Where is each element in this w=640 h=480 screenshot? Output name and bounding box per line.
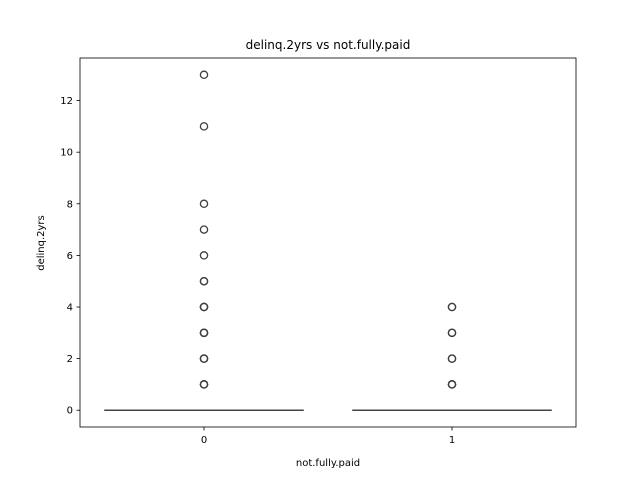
plot-frame	[79, 57, 577, 428]
y-tick-label: 2	[67, 354, 73, 365]
y-tick-label: 4	[67, 303, 73, 314]
outlier-point	[199, 276, 209, 286]
outlier-point	[447, 354, 457, 363]
outlier-point	[199, 251, 209, 260]
x-tick-label: 0	[201, 435, 207, 446]
y-axis-label: delinq.2yrs	[36, 215, 47, 271]
x-tick-label: 1	[449, 435, 455, 446]
outlier-point	[199, 380, 209, 389]
outlier-point	[447, 328, 457, 338]
y-tick-label: 12	[60, 96, 73, 107]
outlier-point	[447, 302, 457, 312]
y-tick-label: 8	[67, 199, 73, 210]
plot-area: 0 2 4 6 8 10 12 0 1	[60, 57, 577, 446]
chart-title: delinq.2yrs vs not.fully.paid	[246, 38, 411, 52]
outlier-point	[447, 380, 457, 389]
outlier-point	[199, 225, 209, 234]
y-tick-label: 6	[67, 251, 73, 262]
x-axis-label: not.fully.paid	[296, 458, 360, 469]
outlier-point	[199, 302, 209, 312]
outlier-point	[199, 199, 209, 209]
outlier-point	[199, 122, 209, 131]
outlier-point	[199, 328, 209, 338]
y-tick-label: 10	[60, 148, 73, 159]
outlier-point	[199, 354, 209, 363]
outlier-point	[199, 70, 209, 80]
y-tick-label: 0	[67, 406, 73, 417]
